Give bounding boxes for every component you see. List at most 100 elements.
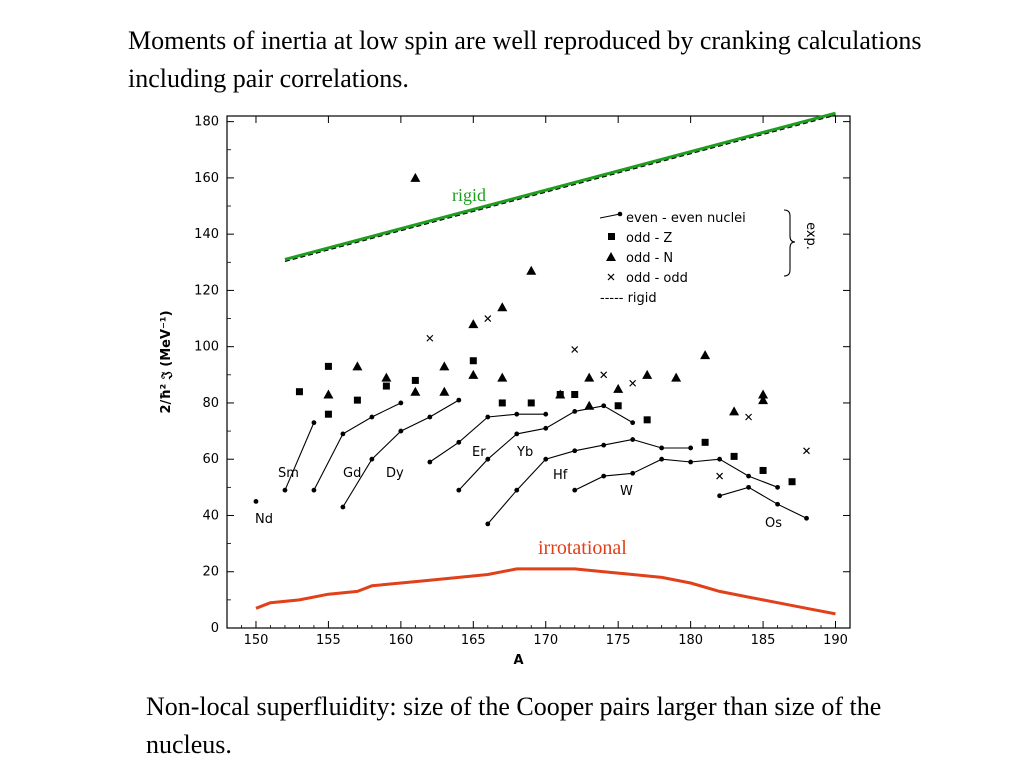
odd-z-point bbox=[759, 466, 767, 474]
odd-odd-stroke bbox=[716, 472, 724, 480]
even-even-point bbox=[659, 456, 665, 462]
even-even-point bbox=[485, 456, 491, 462]
tick-layer: 150 155 160 165 170 175 180 185 190 0 20 40 60 80 100 1… bbox=[194, 115, 851, 648]
y-tick-label: 180 bbox=[194, 115, 219, 130]
even-even-point bbox=[543, 411, 549, 417]
odd-odd-stroke bbox=[484, 315, 492, 322]
even-even-point bbox=[543, 456, 549, 462]
even-even-point bbox=[485, 521, 491, 527]
title-caption: Moments of inertia at low spin are well … bbox=[128, 26, 922, 93]
legend-entry: odd - N bbox=[626, 251, 673, 266]
odd-n-point bbox=[584, 372, 595, 382]
odd-z-point bbox=[498, 399, 506, 407]
even-even-point bbox=[630, 420, 636, 426]
odd-n-point bbox=[497, 302, 508, 312]
even-even-chain-dy bbox=[340, 397, 462, 510]
odd-n-point bbox=[381, 372, 392, 382]
legend-even-even-line bbox=[599, 213, 621, 219]
even-even-point bbox=[717, 456, 723, 462]
nucleus-label-yb: Yb bbox=[516, 445, 533, 460]
odd-odd-stroke bbox=[629, 379, 637, 387]
legend-brace bbox=[783, 209, 796, 277]
even-even-point bbox=[601, 442, 607, 448]
even-even-chain-w bbox=[572, 456, 780, 493]
even-even-point bbox=[369, 456, 375, 462]
label-layer: A 2/ħ² 𝔍 (MeV⁻¹) Nd Sm Gd Dy Er Yb Hf W Os rigid irr… bbox=[159, 185, 782, 668]
rigid-dashed-line bbox=[284, 114, 836, 263]
even-even-point bbox=[630, 437, 636, 442]
odd-z-point bbox=[614, 402, 622, 410]
even-even-point bbox=[601, 403, 607, 409]
odd-n-point bbox=[468, 369, 479, 379]
legend-odd-z-marker bbox=[608, 233, 615, 240]
even-even-point bbox=[688, 459, 694, 465]
even-even-point bbox=[775, 501, 780, 507]
odd-n-point bbox=[439, 361, 450, 371]
y-tick-label: 120 bbox=[194, 283, 219, 298]
odd-z-point bbox=[382, 382, 390, 390]
even-even-point bbox=[572, 487, 578, 493]
odd-odd-point bbox=[745, 413, 753, 421]
even-even-chain-er bbox=[427, 411, 549, 465]
even-even-chain-hf bbox=[485, 437, 694, 527]
y-tick-label: 40 bbox=[202, 508, 219, 523]
odd-n-point bbox=[584, 400, 595, 410]
x-tick-label: 170 bbox=[533, 633, 558, 648]
legend-even-even-dot bbox=[617, 211, 623, 217]
even-even-point bbox=[572, 448, 578, 454]
legend-entry: odd - Z bbox=[626, 231, 672, 246]
even-even-point bbox=[398, 428, 404, 434]
nucleus-label-gd: Gd bbox=[343, 466, 361, 481]
rigid-annotation: rigid bbox=[452, 185, 486, 205]
bottom-caption: Non-local superfluidity: size of the Coo… bbox=[146, 692, 882, 759]
odd-n-point bbox=[468, 319, 479, 329]
irrotational-annotation: irrotational bbox=[538, 537, 627, 559]
even-even-line bbox=[487, 438, 691, 525]
legend-odd-n-marker bbox=[606, 252, 616, 261]
odd-n-point bbox=[439, 386, 450, 396]
odd-odd-point bbox=[484, 315, 492, 322]
nucleus-label-nd: Nd bbox=[255, 512, 273, 527]
series-layer bbox=[253, 172, 810, 527]
even-even-point bbox=[311, 487, 317, 493]
even-even-chain-sm bbox=[282, 420, 317, 493]
y-tick-label: 60 bbox=[202, 452, 219, 467]
odd-z-point bbox=[353, 396, 361, 404]
odd-odd-stroke bbox=[745, 413, 753, 421]
odd-z-point bbox=[295, 388, 303, 396]
x-axis-label: A bbox=[513, 653, 523, 668]
odd-odd-point bbox=[600, 371, 608, 379]
nucleus-label-er: Er bbox=[472, 445, 486, 460]
even-even-point bbox=[311, 420, 317, 426]
odd-odd-stroke bbox=[426, 334, 434, 342]
even-even-point bbox=[572, 408, 578, 414]
x-tick-label: 155 bbox=[316, 633, 341, 648]
even-even-point bbox=[717, 493, 723, 499]
odd-n-point bbox=[613, 383, 624, 393]
odd-n-point bbox=[671, 372, 682, 382]
x-tick-label: 175 bbox=[606, 633, 631, 648]
even-even-line bbox=[574, 458, 778, 491]
y-tick-label: 100 bbox=[194, 340, 219, 355]
even-even-point bbox=[253, 499, 259, 504]
odd-n-point bbox=[729, 406, 740, 416]
axes-frame bbox=[226, 115, 851, 629]
odd-n-point bbox=[642, 369, 653, 379]
odd-n-point bbox=[410, 172, 421, 182]
nucleus-label-dy: Dy bbox=[386, 466, 404, 481]
even-even-point bbox=[485, 414, 491, 420]
odd-z-point bbox=[643, 416, 651, 424]
x-tick-label: 190 bbox=[823, 633, 848, 648]
odd-n-point bbox=[526, 265, 537, 275]
odd-z-point bbox=[571, 391, 579, 399]
x-tick-label: 165 bbox=[461, 633, 486, 648]
even-even-line bbox=[284, 422, 315, 491]
even-even-point bbox=[456, 439, 462, 445]
odd-n-point bbox=[758, 389, 769, 399]
odd-odd-point bbox=[716, 472, 724, 480]
even-even-point bbox=[456, 397, 462, 403]
irrotational-curve bbox=[255, 567, 836, 616]
even-even-chain-nd bbox=[253, 499, 259, 504]
odd-z-point bbox=[788, 478, 796, 486]
